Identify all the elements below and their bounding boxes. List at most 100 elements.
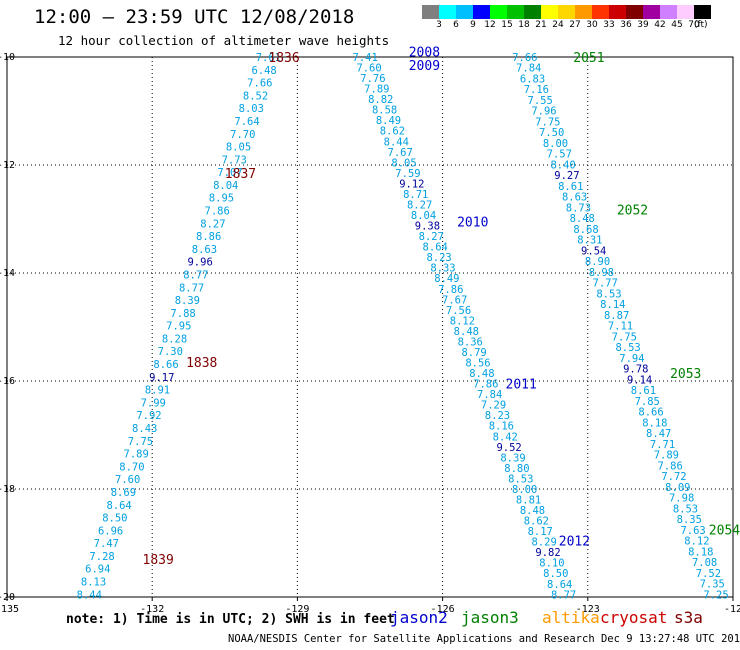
colorbar-label: 15 — [501, 20, 513, 30]
wave-height-value: 8.36 — [458, 336, 483, 348]
wave-height-value: 8.53 — [596, 288, 621, 300]
wave-height-value: 8.48 — [469, 368, 494, 380]
track-time-label: 2053 — [670, 367, 701, 382]
wave-height-value: 8.95 — [209, 193, 234, 205]
wave-height-value: 7.50 — [539, 127, 564, 139]
wave-height-value: 7.96 — [531, 106, 556, 118]
colorbar-label: 36 — [620, 20, 632, 30]
wave-height-value: 8.10 — [539, 558, 564, 570]
wave-height-value: 8.05 — [226, 142, 251, 154]
wave-height-value: 7.70 — [230, 129, 255, 141]
wave-height-value: 7.16 — [524, 84, 549, 96]
track-time-label: 2011 — [506, 378, 537, 393]
wave-height-value: 8.18 — [642, 417, 667, 429]
wave-height-value: 8.48 — [520, 505, 545, 517]
wave-height-value: 7.29 — [481, 400, 506, 412]
wave-height-value: 7.67 — [442, 294, 467, 306]
colorbar-swatch — [473, 5, 490, 19]
colorbar-swatch — [422, 5, 439, 19]
wave-height-value: 8.42 — [493, 431, 518, 443]
wave-height-value: 8.39 — [500, 452, 525, 464]
wave-height-value: 8.04 — [411, 210, 436, 222]
colorbar-swatch — [694, 5, 711, 19]
track-time-label: 2051 — [573, 51, 604, 66]
wave-height-value: 7.28 — [89, 551, 114, 563]
wave-height-value: 8.82 — [368, 94, 393, 106]
page-subtitle: 12 hour collection of altimeter wave hei… — [58, 33, 390, 48]
wave-height-value: 8.47 — [646, 428, 671, 440]
colorbar-swatch — [524, 5, 541, 19]
wave-height-value: 7.67 — [388, 147, 413, 159]
wave-height-value: 9.54 — [581, 245, 606, 257]
colorbar-swatch — [456, 5, 473, 19]
wave-height-value: 8.64 — [423, 242, 448, 254]
legend-jason2: jason2 — [390, 608, 448, 627]
track-time-label: 1837 — [225, 167, 256, 182]
wave-height-value: 7.98 — [669, 493, 694, 505]
wave-height-value: 8.04 — [213, 180, 238, 192]
wave-height-value: 8.68 — [573, 224, 598, 236]
wave-height-value: 7.72 — [661, 471, 686, 483]
wave-height-value: 8.63 — [192, 244, 217, 256]
wave-height-value: 9.96 — [187, 257, 212, 269]
wave-height-value: 6.94 — [85, 564, 110, 576]
wave-height-value: 8.48 — [570, 213, 595, 225]
colorbar-swatch — [558, 5, 575, 19]
wave-height-value: 9.12 — [399, 178, 424, 190]
wave-height-value: 7.60 — [115, 474, 140, 486]
footer-note: note: 1) Time is in UTC; 2) SWH is in fe… — [66, 612, 395, 627]
x-tick-label: -132 — [140, 604, 164, 615]
wave-height-value: 7.84 — [477, 389, 502, 401]
wave-height-value: 7.86 — [438, 284, 463, 296]
wave-height-value: 7.84 — [516, 63, 541, 75]
wave-height-value: 8.63 — [562, 192, 587, 204]
colorbar-label: 33 — [603, 20, 615, 30]
wave-height-value: 8.03 — [239, 103, 264, 115]
track-time-label: 1839 — [143, 553, 174, 568]
wave-height-value: 8.39 — [175, 295, 200, 307]
wave-height-value: 7.66 — [247, 78, 272, 90]
wave-height-value: 7.77 — [593, 278, 618, 290]
wave-height-value: 9.38 — [415, 221, 440, 233]
wave-height-value: 6.96 — [98, 525, 123, 537]
colorbar-swatch — [677, 5, 694, 19]
wave-height-value: 8.53 — [673, 503, 698, 515]
wave-height-value: 8.44 — [77, 589, 102, 601]
wave-height-value: 7.89 — [364, 84, 389, 96]
wave-height-value: 7.47 — [94, 538, 119, 550]
wave-height-value: 8.62 — [524, 516, 549, 528]
legend-s3a: s3a — [674, 608, 703, 627]
wave-height-value: 8.61 — [558, 181, 583, 193]
wave-height-value: 8.40 — [550, 159, 575, 171]
wave-height-value: 8.00 — [543, 138, 568, 150]
legend-cryosat: cryosat — [600, 608, 668, 627]
wave-height-value: 8.49 — [376, 115, 401, 127]
wave-height-value: 8.80 — [504, 463, 529, 475]
colorbar-label: 6 — [453, 20, 459, 30]
wave-height-value: 8.05 — [391, 157, 416, 169]
x-tick-label: -126 — [431, 604, 455, 615]
wave-height-value: 8.18 — [688, 546, 713, 558]
wave-height-value: 7.94 — [619, 353, 644, 365]
x-tick-label: -129 — [285, 604, 309, 615]
wave-height-value: 7.57 — [547, 149, 572, 161]
wave-height-value: 7.75 — [535, 116, 560, 128]
wave-height-value: 8.27 — [419, 231, 444, 243]
wave-height-value: 7.73 — [222, 154, 247, 166]
colorbar-label: 30 — [586, 20, 598, 30]
wave-height-value: 8.64 — [106, 500, 131, 512]
wave-height-value: 7.11 — [608, 321, 633, 333]
colorbar-swatch — [660, 5, 677, 19]
wave-height-value: 9.14 — [627, 374, 652, 386]
colorbar-swatch — [541, 5, 558, 19]
wave-height-value: 7.99 — [141, 397, 166, 409]
wave-height-value: 7.63 — [680, 525, 705, 537]
wave-height-value: 8.33 — [430, 263, 455, 275]
wave-height-value: 8.50 — [102, 513, 127, 525]
wave-height-value: 8.66 — [153, 359, 178, 371]
y-tick-label: -18 — [0, 484, 15, 495]
y-tick-label: -12 — [0, 160, 15, 171]
wave-height-value: 8.79 — [461, 347, 486, 359]
track-time-label: 1838 — [186, 356, 217, 371]
wave-height-value: 8.31 — [577, 235, 602, 247]
